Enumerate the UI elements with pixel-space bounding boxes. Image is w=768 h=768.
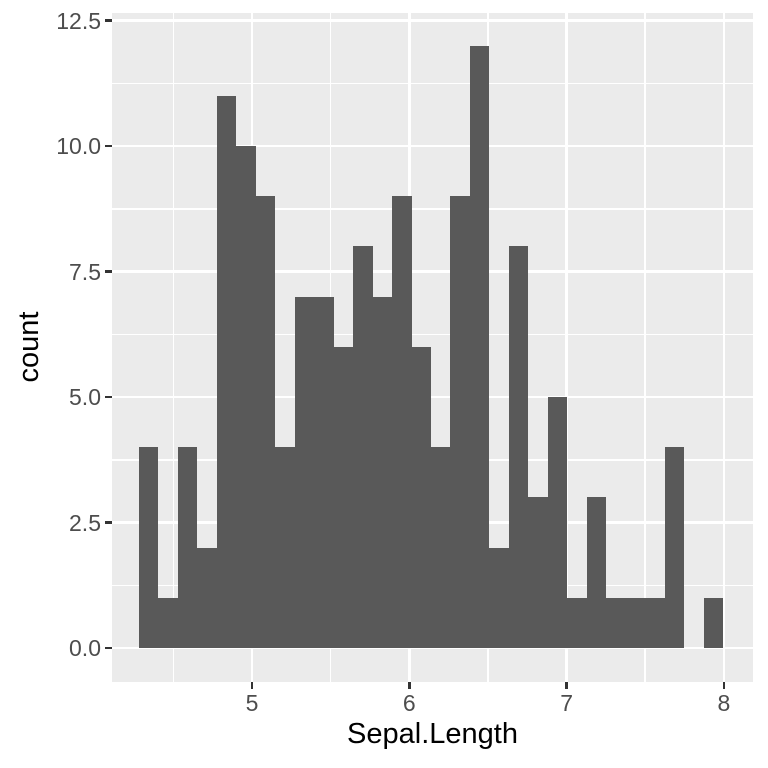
histogram-bar	[314, 296, 334, 648]
x-axis-title: Sepal.Length	[347, 718, 518, 750]
histogram-bar	[645, 597, 665, 649]
histogram-bar	[353, 246, 373, 648]
histogram-bar	[508, 246, 529, 648]
y-tick-label: 5.0	[69, 384, 101, 411]
histogram-bar	[275, 447, 295, 648]
histogram-bar	[586, 497, 607, 648]
histogram-bar	[489, 547, 509, 648]
histogram-bar	[606, 597, 626, 649]
y-axis-tick	[105, 270, 112, 273]
y-axis-title: count	[13, 311, 45, 383]
histogram-bar	[528, 497, 548, 648]
x-axis-tick	[250, 682, 254, 689]
x-axis-tick	[722, 682, 726, 689]
x-tick-label: 8	[717, 690, 731, 716]
y-axis-tick	[105, 19, 112, 22]
y-major-gridline	[112, 395, 753, 399]
histogram-bar	[139, 447, 159, 648]
histogram-bar	[703, 597, 724, 649]
y-minor-gridline	[112, 208, 753, 210]
histogram-bar	[547, 397, 568, 649]
histogram-bar	[177, 447, 198, 648]
y-major-gridline	[112, 270, 753, 273]
x-major-gridline	[722, 13, 726, 682]
histogram-bar	[294, 296, 315, 648]
y-tick-label: 12.5	[56, 7, 101, 34]
x-axis-tick	[565, 682, 568, 689]
y-minor-gridline	[112, 333, 753, 336]
y-axis-tick	[105, 521, 112, 524]
x-minor-gridline	[172, 13, 175, 682]
histogram-bar	[469, 45, 490, 648]
histogram-bar	[567, 597, 587, 649]
histogram-bar	[236, 146, 256, 648]
y-tick-label: 7.5	[69, 258, 101, 285]
histogram-bar	[197, 547, 217, 648]
x-minor-gridline	[644, 13, 646, 682]
x-tick-label: 6	[402, 690, 416, 716]
x-axis-tick	[408, 682, 411, 689]
y-tick-label: 0.0	[69, 635, 101, 662]
y-axis-tick	[105, 646, 112, 650]
y-axis-tick	[105, 395, 112, 399]
histogram-bar	[255, 196, 276, 649]
x-major-gridline	[565, 13, 568, 682]
y-major-gridline	[112, 19, 753, 22]
y-tick-label: 2.5	[69, 509, 101, 536]
x-tick-label: 7	[560, 690, 573, 716]
y-minor-gridline	[112, 82, 753, 85]
histogram-bar	[664, 447, 685, 648]
y-major-gridline	[112, 646, 753, 650]
histogram-bar	[372, 296, 393, 648]
histogram-bar	[392, 196, 412, 649]
histogram-bar	[333, 346, 354, 648]
histogram-bar	[216, 95, 237, 648]
plot-panel	[112, 13, 753, 682]
histogram-bar	[431, 447, 451, 648]
histogram-bar	[450, 196, 470, 649]
y-axis-tick	[105, 144, 112, 148]
x-tick-label: 5	[245, 690, 259, 716]
y-tick-label: 10.0	[56, 133, 101, 160]
histogram-bar	[158, 597, 178, 649]
y-major-gridline	[112, 144, 753, 148]
histogram-bar	[625, 597, 646, 649]
histogram-bar	[411, 346, 431, 648]
